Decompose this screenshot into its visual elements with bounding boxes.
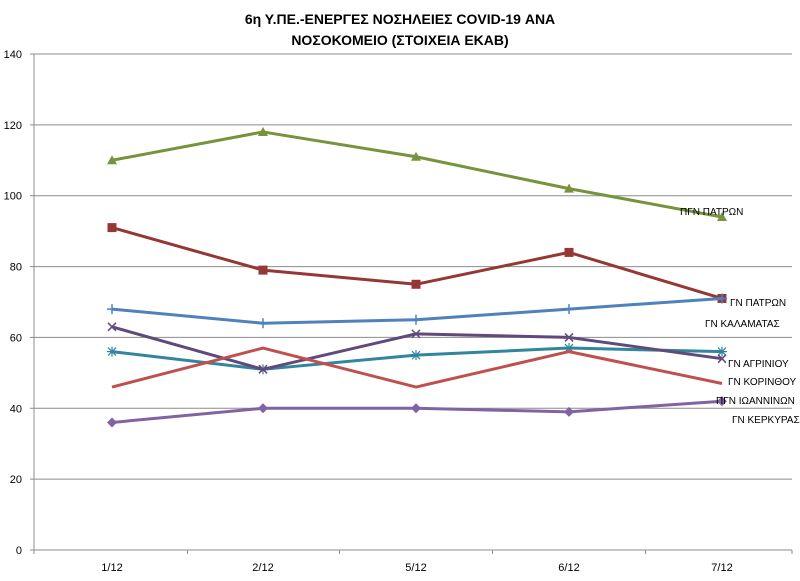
- series-label: ΓΝ ΑΓΡΙΝΙΟΥ: [728, 359, 789, 370]
- y-tick-label: 60: [10, 332, 22, 344]
- series-label: ΓΝ ΚΕΡΚΥΡΑΣ: [732, 415, 800, 426]
- x-axis-ticks: 1/12 2/12 5/12 6/12 7/12: [33, 550, 793, 574]
- data-point: [411, 279, 421, 289]
- data-point: [411, 350, 421, 361]
- x-tick-label: 6/12: [558, 562, 579, 574]
- series-6: [111, 346, 723, 389]
- gridlines: [34, 53, 792, 480]
- data-point: [258, 318, 268, 329]
- y-tick-label: 100: [4, 191, 22, 203]
- data-point: [107, 346, 117, 357]
- data-point: [411, 314, 421, 325]
- data-point: [107, 155, 117, 165]
- data-point: [717, 396, 727, 407]
- data-point: [564, 343, 574, 354]
- data-point: [564, 304, 574, 315]
- chart-title-line-1: 6η Υ.ΠΕ.-ΕΝΕΡΓΕΣ ΝΟΣΗΛΕΙΕΣ COVID-19 ΑΝΑ: [245, 11, 555, 27]
- data-point: [258, 364, 268, 374]
- y-tick-label: 40: [10, 403, 22, 415]
- data-point: [107, 417, 117, 428]
- y-tick-label: 20: [10, 474, 22, 486]
- y-axis-ticks: 0 20 40 60 80 100 120 140: [4, 49, 34, 557]
- data-point: [564, 332, 574, 342]
- x-tick-label: 7/12: [711, 562, 732, 574]
- series-labels: ΠΓΝ ΠΑΤΡΩΝ ΓΝ ΠΑΤΡΩΝ ΓΝ ΚΑΛΑΜΑΤΑΣ ΓΝ ΑΓΡΙΝΙ…: [680, 207, 800, 426]
- data-point: [107, 304, 117, 315]
- data-point: [717, 346, 727, 357]
- y-tick-label: 80: [10, 262, 22, 274]
- data-point: [717, 293, 727, 304]
- y-tick-label: 140: [4, 49, 22, 61]
- y-tick-label: 0: [16, 545, 22, 557]
- data-point: [564, 183, 574, 193]
- x-tick-label: 5/12: [405, 562, 426, 574]
- series-label: ΓΝ ΠΑΤΡΩΝ: [730, 298, 786, 309]
- data-point: [411, 403, 421, 414]
- series-label: ΓΝ ΚΑΛΑΜΑΤΑΣ: [705, 319, 780, 330]
- data-point: [107, 322, 117, 332]
- chart-title-line-2: ΝΟΣΟΚΟΜΕΙΟ (ΣΤΟΙΧΕΙΑ ΕΚΑΒ): [291, 32, 508, 48]
- series-7: [107, 396, 727, 428]
- data-point: [107, 223, 117, 233]
- series-label: ΓΝ ΚΟΡΙΝΘΟΥ: [728, 377, 797, 388]
- series-label: ΠΓΝ ΠΑΤΡΩΝ: [680, 207, 743, 218]
- data-point: [717, 211, 727, 221]
- series-line: [111, 130, 723, 219]
- data-point: [411, 329, 421, 339]
- series-1: [107, 126, 727, 221]
- data-point: [564, 406, 574, 417]
- series-line: [111, 346, 723, 389]
- data-point: [717, 354, 727, 364]
- series-5: [107, 322, 727, 374]
- axes: [33, 54, 792, 551]
- series-group: [107, 126, 727, 428]
- data-point: [258, 126, 268, 136]
- data-point: [411, 151, 421, 161]
- data-point: [258, 265, 268, 275]
- series-label: ΠΓΝ ΙΩΑΝΝΙΝΩΝ: [716, 396, 795, 407]
- y-tick-label: 120: [4, 120, 22, 132]
- series-3: [107, 293, 727, 329]
- data-point: [564, 247, 574, 257]
- x-tick-label: 2/12: [252, 562, 273, 574]
- data-point: [258, 403, 268, 414]
- series-2: [107, 223, 727, 303]
- x-tick-label: 1/12: [101, 562, 122, 574]
